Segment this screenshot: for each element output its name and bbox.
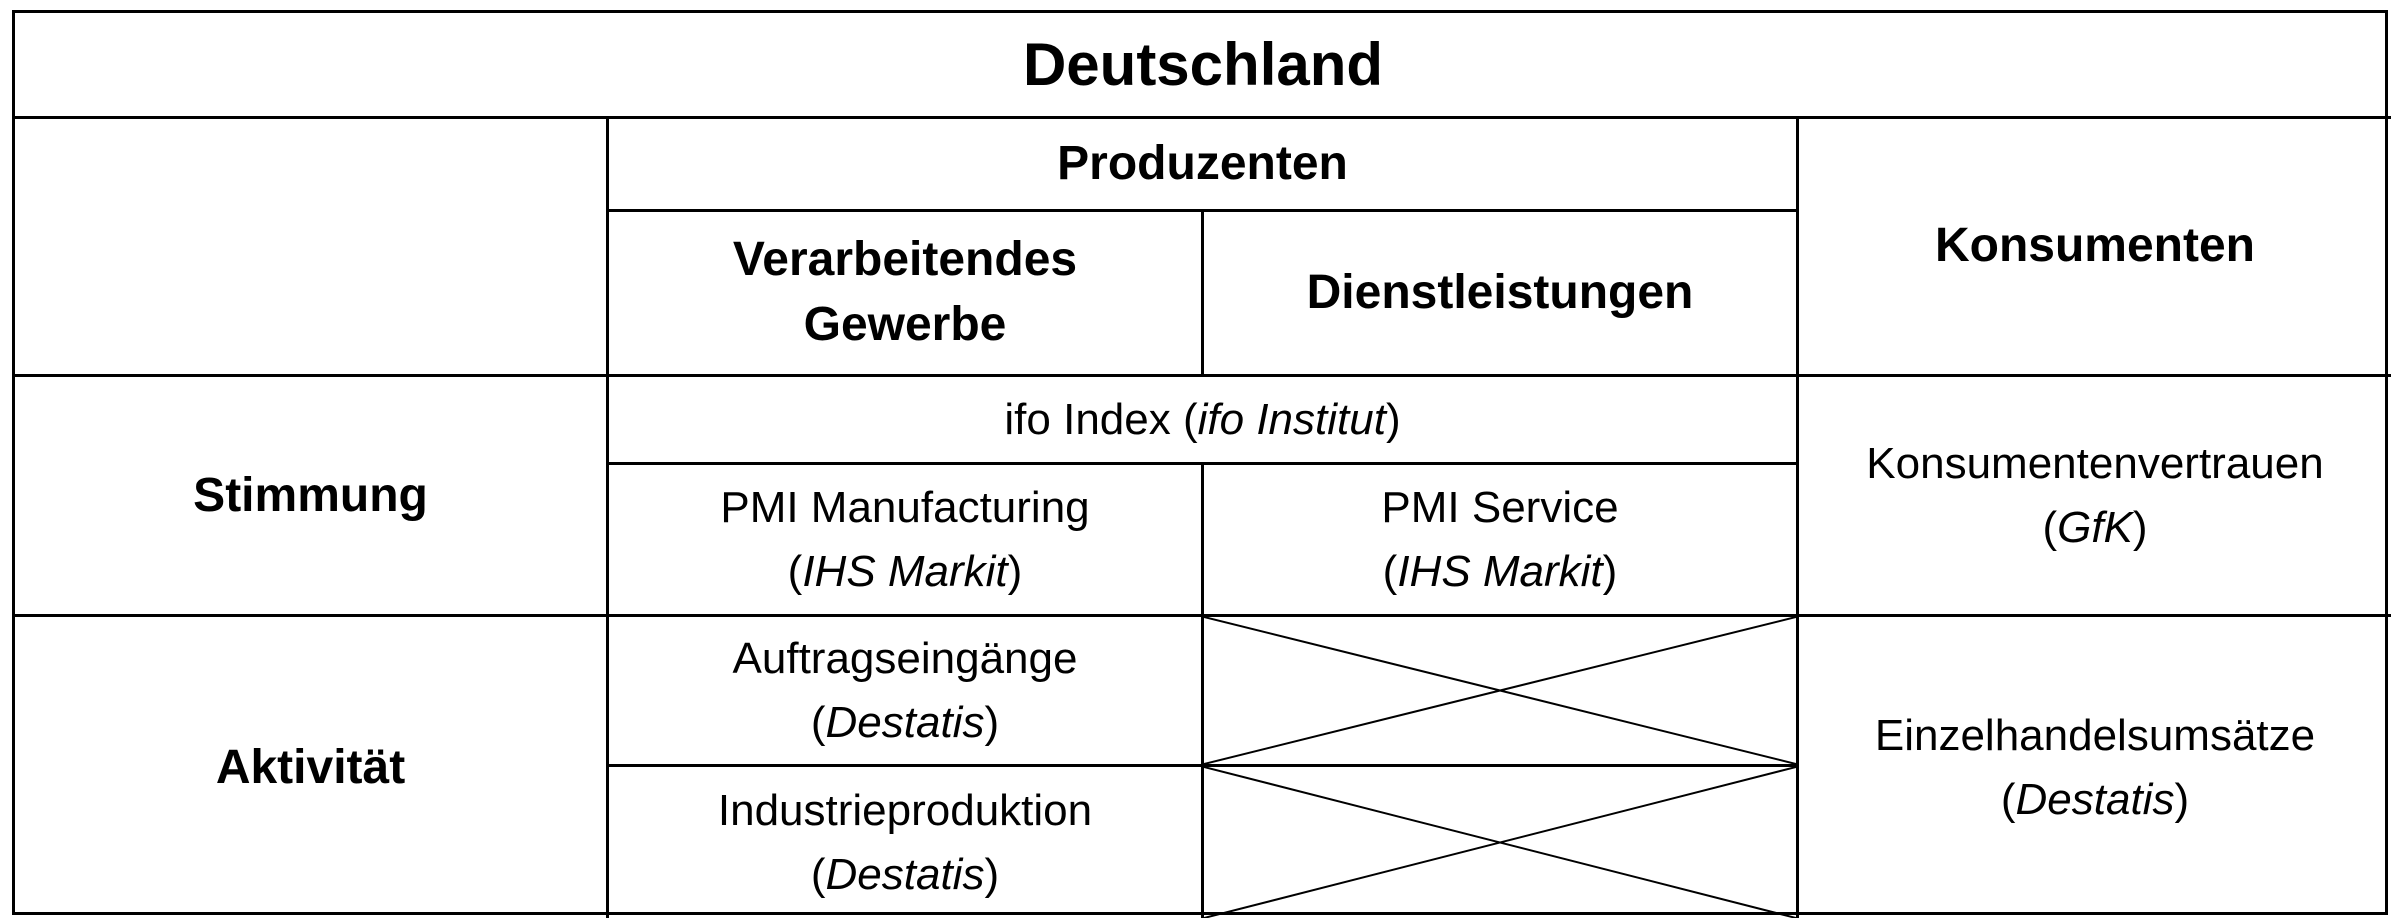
retail-sales-source: (Destatis) — [2000, 774, 2190, 824]
consumers-header-text: Konsumenten — [1934, 219, 2255, 273]
consumer-confidence-source: (GfK) — [2042, 502, 2148, 552]
services-header: Dienstleistungen — [1204, 212, 1799, 377]
pmi-service-source: (IHS Markit) — [1382, 546, 1618, 596]
ifo-index-source: ifo Institut — [1197, 394, 1386, 444]
industrial-production-source: (Destatis) — [810, 849, 1000, 899]
industrial-production-name: Industrieproduktion — [717, 785, 1093, 835]
consumer-confidence-name: Konsumentenvertrauen — [1866, 438, 2324, 488]
producers-header: Produzenten — [609, 119, 1799, 212]
retail-sales-name: Einzelhandelsumsätze — [1874, 710, 2316, 760]
corner-cell — [15, 119, 609, 377]
pmi-manufacturing-cell: PMI Manufacturing (IHS Markit) — [609, 465, 1204, 617]
cross-mark-icon — [1204, 617, 1796, 764]
orders-cell: Auftragseingänge (Destatis) — [609, 617, 1204, 767]
manufacturing-header: Verarbeitendes Gewerbe — [609, 212, 1204, 377]
empty-crossed-cell-1 — [1204, 617, 1799, 767]
empty-crossed-cell-2 — [1204, 767, 1799, 918]
pmi-manufacturing-source: (IHS Markit) — [787, 546, 1023, 596]
cross-mark-icon — [1204, 767, 1796, 918]
pmi-service-name: PMI Service — [1381, 482, 1619, 532]
ifo-index-cell: ifo Index (ifo Institut) — [609, 377, 1799, 465]
table-title-text: Deutschland — [1022, 31, 1384, 98]
retail-sales-cell: Einzelhandelsumsätze (Destatis) — [1799, 617, 2391, 918]
row-label-sentiment: Stimmung — [15, 377, 609, 617]
industrial-production-cell: Industrieproduktion (Destatis) — [609, 767, 1204, 918]
table-title: Deutschland — [15, 13, 2391, 119]
row-label-activity: Aktivität — [15, 617, 609, 918]
indicator-table: Deutschland Produzenten Konsumenten Vera… — [12, 10, 2391, 918]
producers-header-text: Produzenten — [1057, 136, 1348, 190]
ifo-index-text: ifo Index (ifo Institut) — [1004, 394, 1401, 444]
manufacturing-header-line1: Verarbeitendes — [732, 233, 1078, 287]
consumers-header: Konsumenten — [1799, 119, 2391, 377]
orders-source: (Destatis) — [810, 697, 1000, 747]
services-header-text: Dienstleistungen — [1306, 265, 1694, 319]
consumer-confidence-cell: Konsumentenvertrauen (GfK) — [1799, 377, 2391, 617]
pmi-manufacturing-name: PMI Manufacturing — [720, 482, 1090, 532]
orders-name: Auftragseingänge — [732, 633, 1078, 683]
pmi-service-cell: PMI Service (IHS Markit) — [1204, 465, 1799, 617]
row-label-sentiment-text: Stimmung — [193, 468, 428, 522]
row-label-activity-text: Aktivität — [215, 740, 406, 794]
manufacturing-header-line2: Gewerbe — [803, 298, 1007, 351]
